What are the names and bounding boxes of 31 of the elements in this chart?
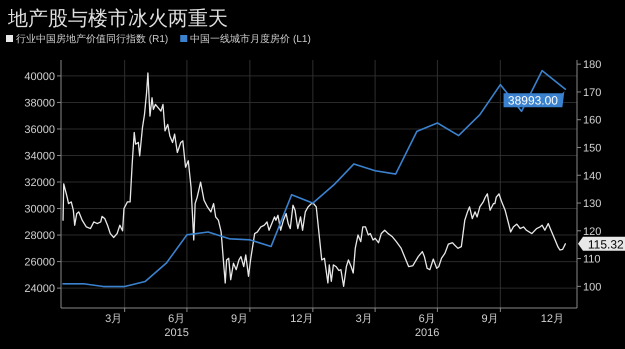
y-tick-label: 32000: [24, 177, 55, 190]
y2-tick-label: 160: [583, 114, 602, 127]
y-tick-label: 28000: [24, 230, 55, 242]
chart-title: 地产股与楼市冰火两重天: [7, 8, 228, 30]
x-tick-label: 9月: [482, 313, 499, 325]
y-tick-label: 26000: [24, 256, 55, 269]
y2-tick-label: 180: [583, 59, 602, 72]
y-tick-label: 34000: [24, 150, 55, 162]
y2-tick-label: 110: [583, 254, 601, 266]
y-tick-label: 38000: [24, 97, 55, 110]
data-label: 115.32: [588, 237, 624, 252]
y2-tick-label: 120: [583, 226, 602, 238]
y-tick-label: 24000: [24, 283, 55, 296]
x-tick-label: 6月 2015: [164, 313, 189, 339]
x-tick-label: 3月: [105, 313, 122, 325]
x-tick-label: 6月 2016: [414, 313, 440, 339]
y2-tick-label: 130: [583, 198, 602, 210]
x-tick-label: 3月: [356, 313, 373, 325]
y2-tick-label: 150: [583, 142, 602, 154]
y2-tick-label: 170: [583, 86, 602, 99]
y2-tick-label: 100: [583, 281, 602, 294]
y-tick-label: 30000: [24, 204, 55, 216]
y-tick-label: 36000: [24, 124, 55, 136]
data-label: 38993.00: [508, 93, 558, 108]
y2-tick-label: 140: [583, 170, 602, 182]
legend-label: 中国一线城市月度房价 (L1): [190, 33, 311, 45]
y-tick-label: 40000: [24, 70, 55, 83]
legend-label: 行业中国房地产价值同行指数 (R1): [16, 33, 168, 45]
x-tick-label: 12月: [290, 313, 314, 325]
x-tick-label: 12月: [540, 313, 564, 325]
x-tick-label: 9月: [231, 313, 248, 325]
